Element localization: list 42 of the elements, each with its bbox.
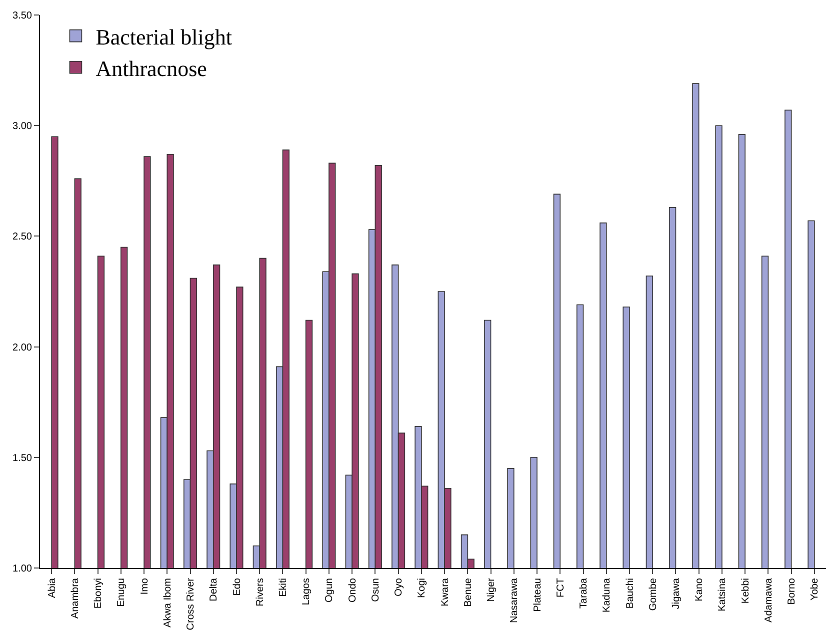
x-tick-label: Plateau bbox=[532, 578, 544, 612]
x-tick-label: Kogi bbox=[416, 578, 428, 598]
y-tick-label: 3.00 bbox=[12, 121, 32, 132]
x-tick-label: Adamawa bbox=[763, 578, 774, 622]
x-tick-label: Kaduna bbox=[602, 578, 613, 612]
x-tick-label: Ogun bbox=[324, 578, 336, 602]
x-tick-label: Abia bbox=[46, 578, 58, 598]
x-tick-label: Benue bbox=[462, 578, 474, 607]
x-tick-label: Anambra bbox=[70, 578, 81, 619]
x-tick-label: Gombe bbox=[648, 578, 659, 611]
x-tick-label: Borno bbox=[786, 578, 798, 605]
x-tick-label: FCT bbox=[555, 578, 566, 598]
x-tick-label: Yobe bbox=[810, 578, 821, 600]
x-tick-label: Ekiti bbox=[278, 578, 289, 597]
x-tick-label: Jigawa bbox=[670, 578, 682, 610]
y-tick-label: 2.00 bbox=[12, 342, 32, 354]
x-tick-label: Cross River bbox=[186, 577, 197, 630]
x-tick-label: Lagos bbox=[301, 578, 312, 606]
x-tick-label: Bauchi bbox=[624, 578, 636, 609]
x-tick-label: Taraba bbox=[578, 578, 590, 609]
y-tick-label: 1.00 bbox=[12, 564, 32, 574]
x-tick-label: Kebbi bbox=[740, 578, 752, 604]
x-tick-label: Ondo bbox=[347, 578, 358, 602]
x-tick-label: Delta bbox=[208, 578, 220, 602]
x-tick-label: Ebonyi bbox=[93, 578, 104, 609]
x-tick-label: Osun bbox=[370, 578, 382, 602]
legend-label: Bacterial blight bbox=[96, 24, 232, 50]
legend-label: Anthracnose bbox=[96, 56, 207, 81]
x-tick-label: Rivers bbox=[254, 578, 266, 606]
x-tick-label: Oyo bbox=[394, 578, 405, 596]
x-tick-label: Kwara bbox=[440, 578, 451, 606]
x-tick-label: Akwa Ibom bbox=[162, 578, 174, 628]
x-tick-label: Katsina bbox=[717, 578, 728, 612]
y-tick-label: 1.50 bbox=[12, 452, 32, 464]
y-tick-label: 2.50 bbox=[12, 232, 32, 243]
x-tick-label: Enugu bbox=[116, 578, 128, 607]
x-tick-label: Imo bbox=[139, 578, 150, 595]
x-tick-label: Nasarawa bbox=[509, 578, 520, 624]
x-tick-label: Edo bbox=[232, 578, 243, 596]
y-tick-label: 3.50 bbox=[12, 10, 32, 22]
x-tick-label: Niger bbox=[486, 577, 498, 602]
x-tick-label: Kano bbox=[694, 578, 706, 602]
